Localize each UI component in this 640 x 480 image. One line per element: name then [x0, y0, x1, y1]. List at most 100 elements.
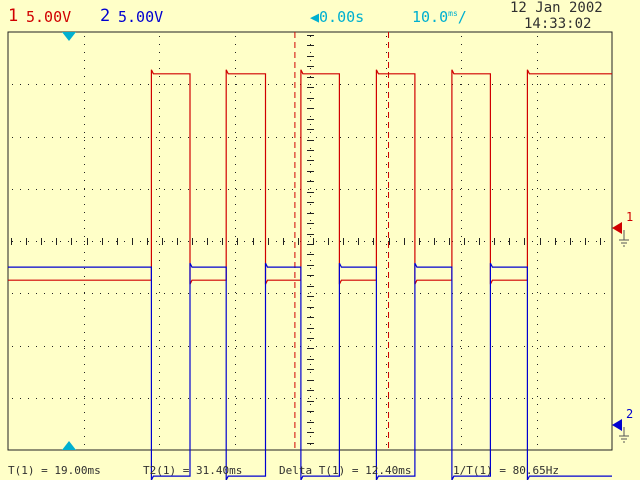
- grid-dot: [596, 293, 597, 294]
- grid-dot: [532, 241, 533, 242]
- grid-dot: [284, 398, 285, 399]
- grid-dot: [159, 164, 160, 165]
- trigger-position-marker-bottom[interactable]: [62, 441, 76, 450]
- grid-dot: [310, 292, 311, 293]
- grid-dot: [12, 84, 13, 85]
- timebase-value: 10.0: [412, 8, 449, 26]
- grid-dot: [260, 293, 261, 294]
- grid-dot: [476, 398, 477, 399]
- grid-dot: [524, 398, 525, 399]
- grid-dot: [147, 238, 148, 245]
- grid-dot: [564, 398, 565, 399]
- grid-dot: [572, 398, 573, 399]
- grid-dot: [235, 388, 236, 389]
- grid-dot: [159, 76, 160, 77]
- grid-dot: [537, 332, 538, 333]
- grid-dot: [76, 346, 77, 347]
- grid-dot: [159, 100, 160, 101]
- grid-dot: [292, 137, 293, 138]
- grid-dot: [100, 398, 101, 399]
- grid-dot: [28, 346, 29, 347]
- grid-dot: [156, 398, 157, 399]
- grid-dot: [492, 241, 493, 242]
- grid-dot: [220, 189, 221, 190]
- grid-dot: [307, 45, 314, 46]
- trigger-offset[interactable]: ◀0.00s: [310, 9, 364, 25]
- grid-dot: [461, 52, 462, 53]
- grid-dot: [84, 292, 85, 293]
- grid-dot: [108, 293, 109, 294]
- grid-dot: [537, 132, 538, 133]
- grid-dot: [386, 212, 387, 213]
- ch2-marker-label: 2: [626, 407, 633, 421]
- grid-dot: [386, 44, 387, 45]
- grid-dot: [404, 293, 405, 294]
- grid-dot: [307, 202, 314, 203]
- grid-dot: [100, 241, 101, 242]
- grid-dot: [159, 52, 160, 53]
- grid-dot: [84, 428, 85, 429]
- grid-dot: [310, 44, 311, 45]
- time-readout: 14:33:02: [524, 16, 592, 32]
- grid-dot: [461, 204, 462, 205]
- grid-dot: [159, 172, 160, 173]
- grid-dot: [268, 189, 269, 190]
- trigger-position-marker-top[interactable]: [62, 32, 76, 41]
- grid-dot: [244, 398, 245, 399]
- grid-dot: [188, 137, 189, 138]
- grid-dot: [159, 364, 160, 365]
- grid-dot: [12, 293, 13, 294]
- grid-dot: [386, 300, 387, 301]
- grid-dot: [537, 204, 538, 205]
- grid-dot: [108, 241, 109, 242]
- grid-dot: [159, 156, 160, 157]
- grid-dot: [332, 189, 333, 190]
- grid-dot: [92, 241, 93, 242]
- grid-dot: [159, 308, 160, 309]
- grid-dot: [386, 100, 387, 101]
- ch1-ground-marker[interactable]: 1: [612, 210, 633, 247]
- grid-dot: [404, 137, 405, 138]
- grid-dot: [159, 132, 160, 133]
- grid-dot: [60, 346, 61, 347]
- ch1-number[interactable]: 1: [8, 6, 19, 26]
- grid-dot: [460, 293, 461, 294]
- grid-dot: [386, 340, 387, 341]
- ch2-volts-per-div[interactable]: 5.00V: [118, 8, 164, 26]
- grid-dot: [228, 189, 229, 190]
- grid-dot: [386, 260, 387, 261]
- grid-dot: [159, 268, 160, 269]
- ch2-number[interactable]: 2: [100, 6, 111, 26]
- grid-dot: [508, 84, 509, 85]
- grid-dot: [434, 238, 435, 245]
- grid-dot: [307, 348, 314, 349]
- grid-dot: [412, 346, 413, 347]
- grid-dot: [44, 84, 45, 85]
- grid-dot: [340, 137, 341, 138]
- grid-dot: [92, 189, 93, 190]
- grid-dot: [436, 137, 437, 138]
- grid-dot: [461, 236, 462, 237]
- ch1-volts-per-div[interactable]: 5.00V: [26, 8, 72, 26]
- ch2-ground-marker[interactable]: 2: [612, 407, 633, 443]
- grid-dot: [159, 436, 160, 437]
- timebase[interactable]: 10.0ms/: [412, 9, 467, 28]
- grid-dot: [84, 44, 85, 45]
- grid-dot: [235, 204, 236, 205]
- grid-dot: [172, 84, 173, 85]
- grid-dot: [84, 124, 85, 125]
- grid-dot: [60, 84, 61, 85]
- grid-dot: [84, 348, 85, 349]
- grid-dot: [386, 316, 387, 317]
- grid-dot: [140, 137, 141, 138]
- grid-dot: [460, 241, 461, 242]
- grid-dot: [596, 398, 597, 399]
- grid-dot: [140, 84, 141, 85]
- grid-dot: [340, 346, 341, 347]
- grid-dot: [340, 241, 341, 242]
- grid-dot: [500, 189, 501, 190]
- grid-dot: [461, 92, 462, 93]
- grid-dot: [468, 398, 469, 399]
- grid-dot: [310, 268, 311, 269]
- grid-dot: [386, 156, 387, 157]
